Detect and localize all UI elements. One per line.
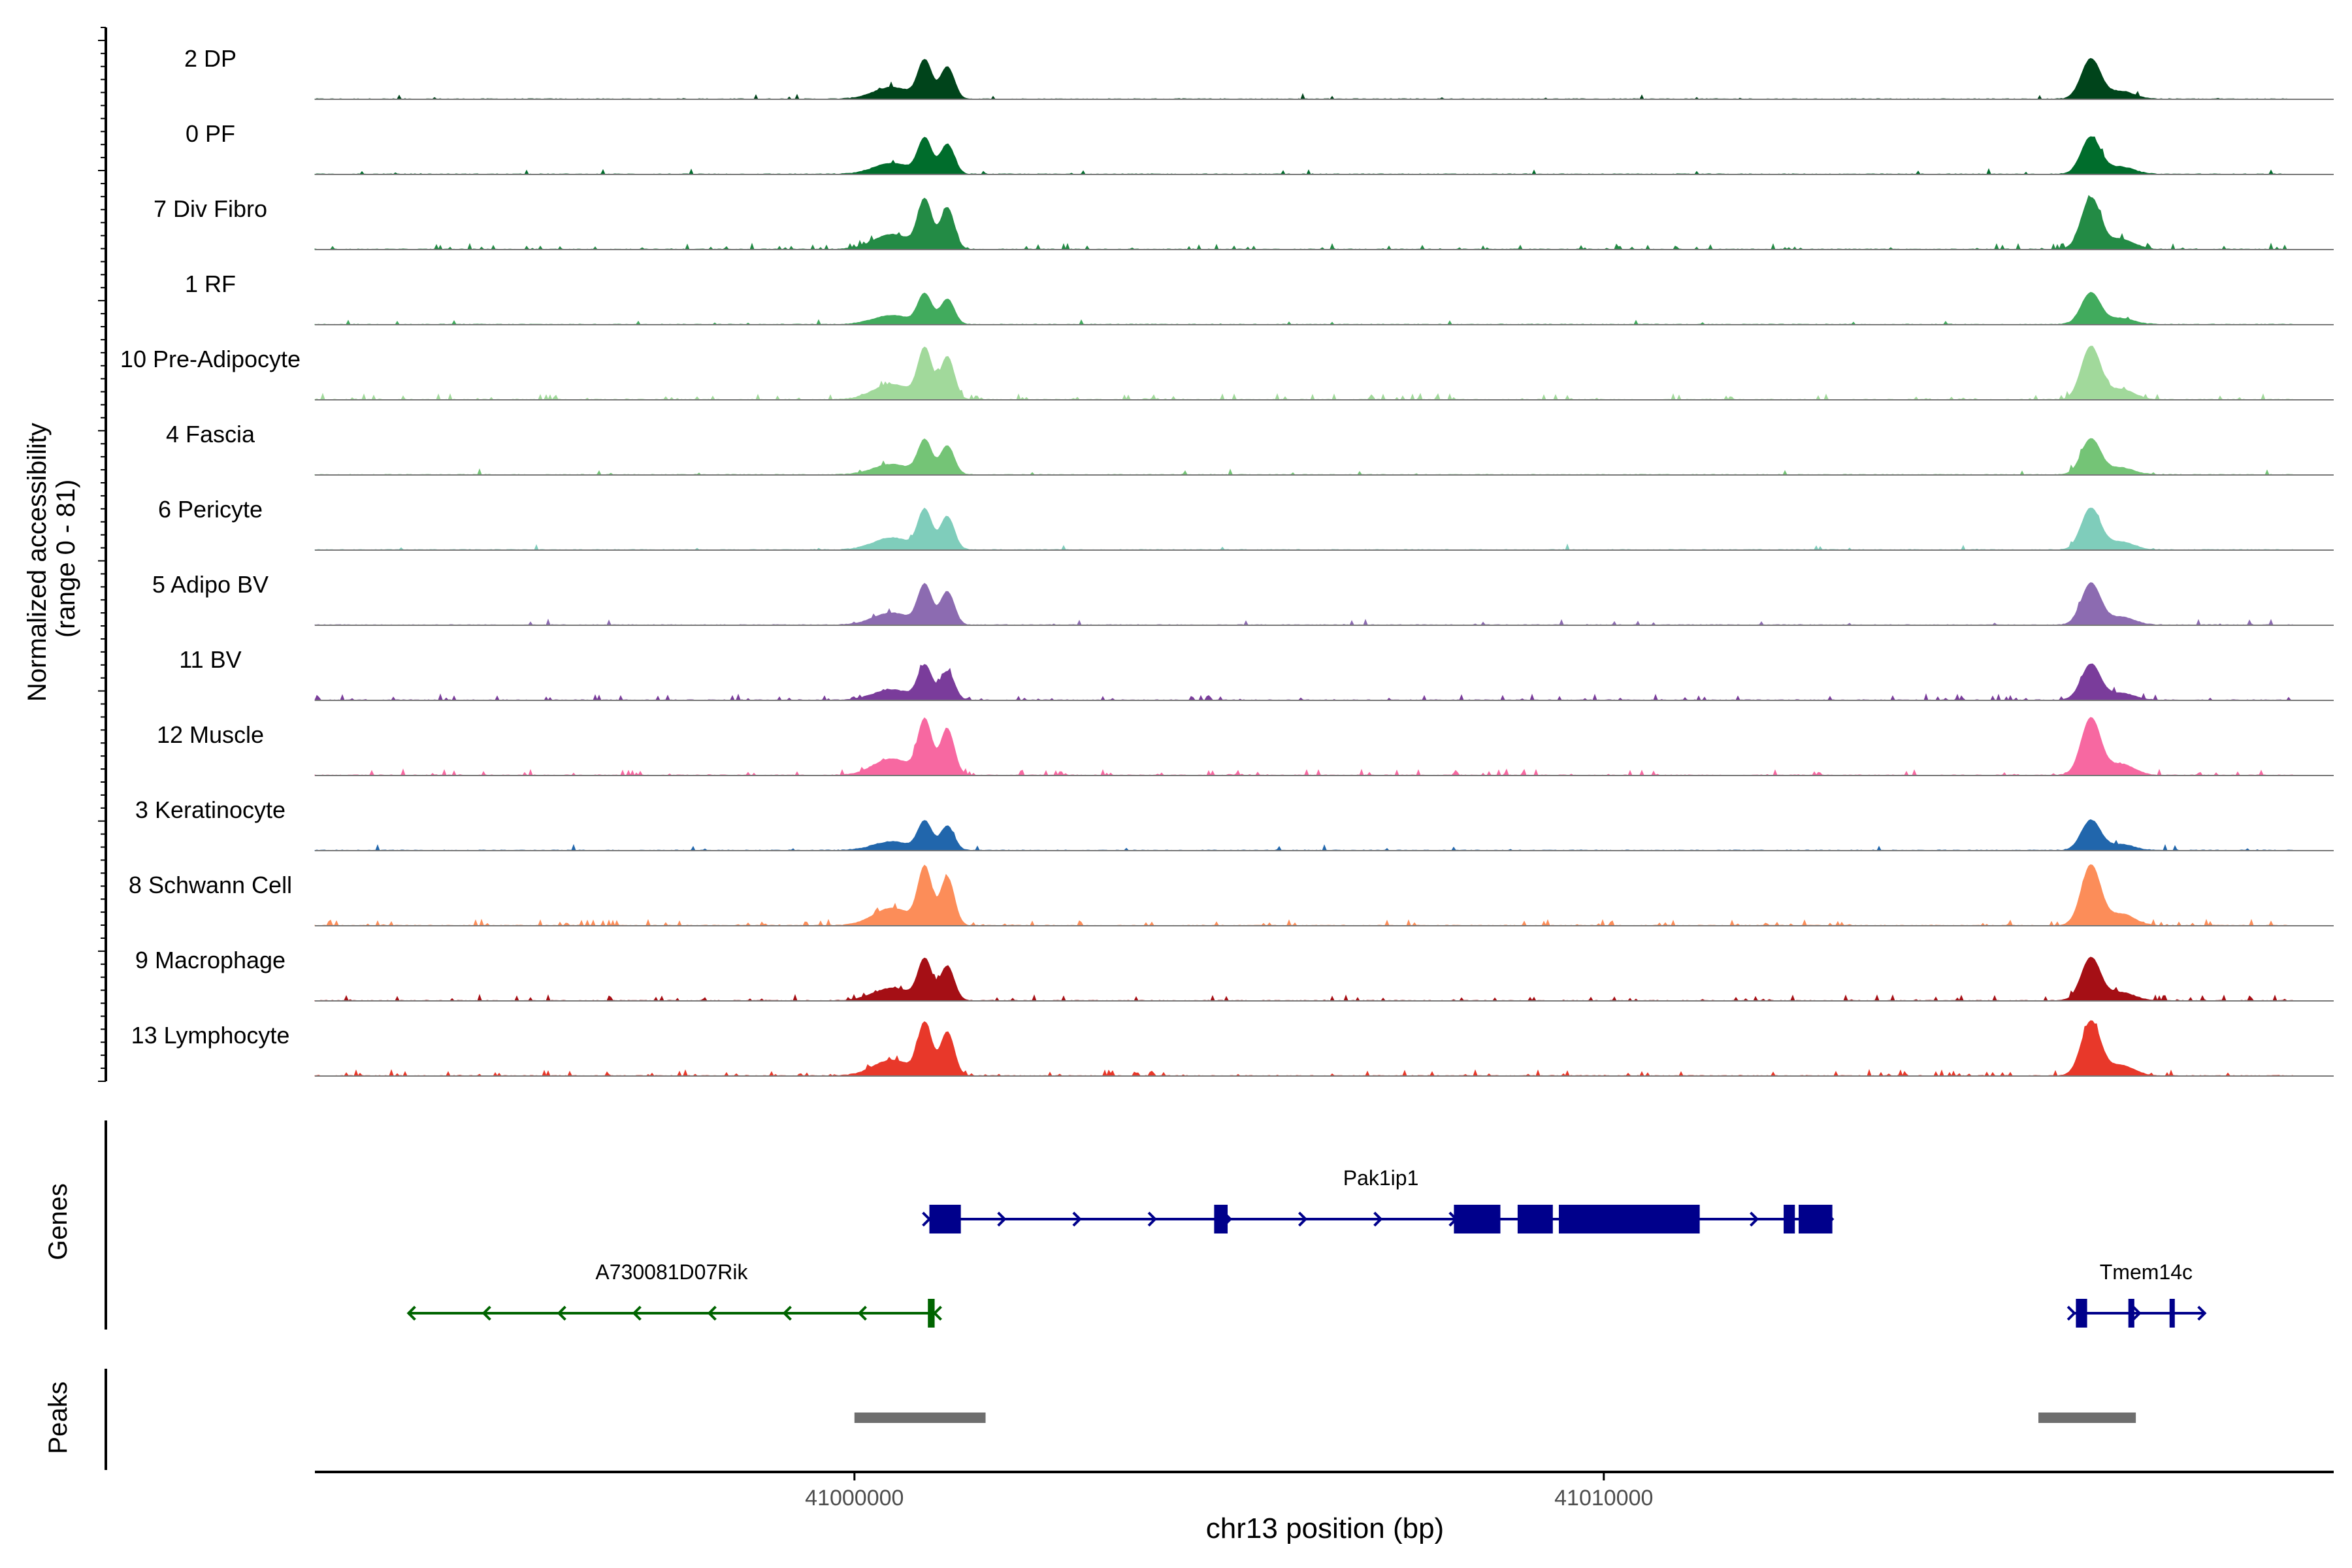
strand-arrow xyxy=(922,1211,932,1227)
coverage-y-ticks xyxy=(98,27,106,1082)
y-axis-label-line1: Normalized accessibility xyxy=(23,423,52,702)
track-3: 7 Div Fibro xyxy=(154,195,2334,250)
strand-arrow xyxy=(997,1211,1007,1227)
strand-arrow xyxy=(482,1305,491,1321)
track-label: 0 PF xyxy=(186,120,235,147)
track-label: 2 DP xyxy=(184,45,237,72)
exon xyxy=(1799,1205,1833,1233)
gene-tmem14c: Tmem14c xyxy=(2066,1260,2207,1328)
peak-track xyxy=(854,1413,2136,1423)
coverage-area xyxy=(314,717,2295,776)
gene-label: A730081D07Rik xyxy=(595,1260,748,1284)
x-axis-ticks: 41000000 41010000 xyxy=(805,1472,1653,1511)
exon xyxy=(2169,1299,2175,1328)
coverage-area xyxy=(314,346,2295,400)
coverage-area xyxy=(314,195,2294,250)
gene-a730081d07rik: A730081D07Rik xyxy=(406,1260,942,1328)
genes-track-label: Genes xyxy=(44,1183,73,1260)
track-11: 3 Keratinocyte xyxy=(135,796,2334,851)
peak-bar xyxy=(2038,1413,2136,1423)
strand-arrow xyxy=(857,1305,867,1321)
exon xyxy=(1784,1205,1795,1233)
strand-arrow xyxy=(932,1305,942,1321)
track-label: 7 Div Fibro xyxy=(154,195,267,222)
y-axis-label: Normalized accessibility (range 0 - 81) xyxy=(23,416,80,702)
exon xyxy=(2128,1299,2134,1328)
coverage-area xyxy=(314,864,2294,927)
x-tick-label: 41000000 xyxy=(805,1486,904,1511)
exon xyxy=(1214,1205,1228,1233)
track-label: 4 Fascia xyxy=(166,421,255,448)
exon xyxy=(2076,1299,2087,1328)
exon xyxy=(1454,1205,1501,1233)
track-4: 1 RF xyxy=(185,270,2334,325)
track-9: 11 BV xyxy=(179,646,2334,701)
track-2: 0 PF xyxy=(186,120,2334,175)
strand-arrow xyxy=(707,1305,717,1321)
strand-arrow xyxy=(557,1305,566,1321)
strand-arrow xyxy=(1147,1211,1157,1227)
coverage-area xyxy=(314,136,2294,175)
coverage-area xyxy=(314,819,2295,851)
coverage-area xyxy=(314,1020,2295,1077)
track-label: 13 Lymphocyte xyxy=(131,1022,290,1049)
exon xyxy=(1517,1205,1553,1233)
track-14: 13 Lymphocyte xyxy=(131,1020,2334,1077)
track-13: 9 Macrophage xyxy=(135,947,2334,1002)
coverage-area xyxy=(314,438,2295,476)
strand-arrow xyxy=(1072,1211,1082,1227)
coverage-area xyxy=(314,507,2295,551)
exon xyxy=(929,1205,961,1233)
track-label: 5 Adipo BV xyxy=(152,571,269,598)
peak-bar xyxy=(854,1413,986,1423)
track-label: 8 Schwann Cell xyxy=(129,872,292,898)
track-1: 2 DP xyxy=(184,45,2334,100)
track-label: 10 Pre-Adipocyte xyxy=(120,346,301,372)
strand-arrow xyxy=(2197,1305,2207,1321)
strand-arrow xyxy=(1298,1211,1308,1227)
track-label: 12 Muscle xyxy=(157,721,264,748)
exon xyxy=(1558,1205,1700,1233)
peaks-track-label: Peaks xyxy=(44,1381,73,1454)
strand-arrow xyxy=(1750,1211,1759,1227)
gene-annotation-track: Pak1ip1 A730081D07Rik Tmem14c xyxy=(406,1166,2207,1328)
x-axis-label: chr13 position (bp) xyxy=(1206,1512,1444,1544)
y-axis-label-line2: (range 0 - 81) xyxy=(52,480,80,638)
track-label: 6 Pericyte xyxy=(158,496,263,523)
track-label: 11 BV xyxy=(179,646,241,673)
track-5: 10 Pre-Adipocyte xyxy=(120,346,2334,400)
gene-pak1ip1: Pak1ip1 xyxy=(922,1166,1835,1233)
track-12: 8 Schwann Cell xyxy=(129,864,2334,927)
track-label: 1 RF xyxy=(185,270,236,297)
strand-arrow xyxy=(2066,1305,2076,1321)
coverage-area xyxy=(314,291,2295,325)
coverage-tracks: 2 DP 0 PF 7 Div Fibro 1 RF 10 Pre-Adipocyte 4… xyxy=(120,45,2334,1077)
track-7: 6 Pericyte xyxy=(158,496,2334,551)
track-label: 3 Keratinocyte xyxy=(135,796,286,823)
strand-arrow xyxy=(782,1305,792,1321)
track-6: 4 Fascia xyxy=(166,421,2334,476)
coverage-area xyxy=(314,582,2295,626)
x-tick-label: 41010000 xyxy=(1554,1486,1653,1511)
coverage-area xyxy=(314,663,2294,701)
strand-arrow xyxy=(2132,1305,2142,1321)
coverage-area xyxy=(314,956,2295,1002)
track-label: 9 Macrophage xyxy=(135,947,286,973)
strand-arrow xyxy=(1373,1211,1383,1227)
coverage-area xyxy=(314,57,2294,100)
strand-arrow xyxy=(632,1305,642,1321)
track-10: 12 Muscle xyxy=(157,717,2334,776)
exon xyxy=(928,1299,935,1328)
strand-arrow xyxy=(406,1305,416,1321)
gene-label: Tmem14c xyxy=(2100,1260,2193,1284)
gene-label: Pak1ip1 xyxy=(1343,1166,1419,1190)
track-8: 5 Adipo BV xyxy=(152,571,2334,626)
